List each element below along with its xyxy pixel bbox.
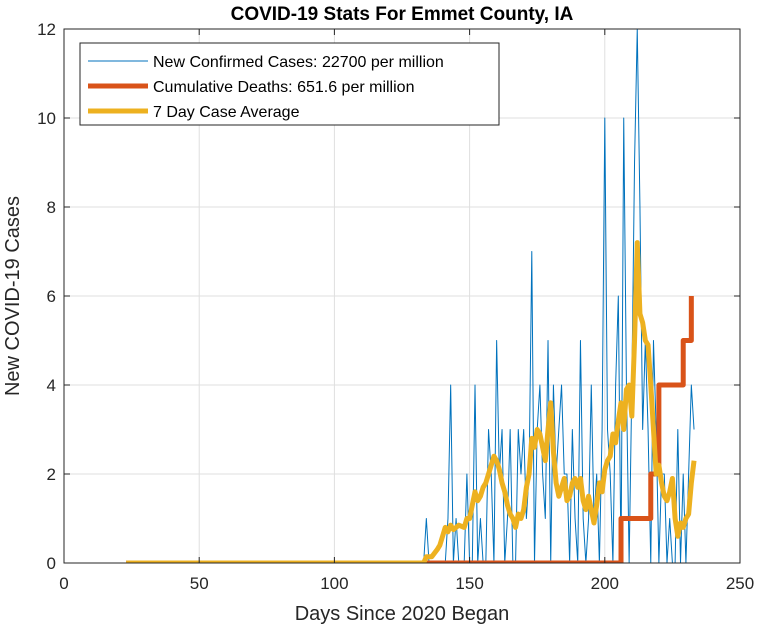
- legend-label-cumulative-deaths: Cumulative Deaths: 651.6 per million: [153, 79, 414, 96]
- y-tick-label-1: 2: [47, 465, 56, 484]
- y-tick-label-6: 12: [37, 20, 56, 39]
- y-tick-label-4: 8: [47, 198, 56, 217]
- y-tick-label-2: 4: [47, 376, 56, 395]
- series-line-0: [126, 29, 695, 563]
- legend-box: [79, 42, 500, 126]
- x-tick-label-5: 250: [726, 574, 754, 593]
- legend: New Confirmed Cases: 22700 per million C…: [79, 42, 500, 126]
- x-tick-label-0: 0: [59, 574, 68, 593]
- series-layer: [126, 29, 697, 563]
- y-tick-label-5: 10: [37, 109, 56, 128]
- y-tick-label-0: 0: [47, 554, 56, 573]
- x-tick-label-1: 50: [190, 574, 209, 593]
- chart-title: COVID-19 Stats For Emmet County, IA: [231, 4, 574, 25]
- x-tick-label-4: 200: [591, 574, 619, 593]
- legend-label-7-day-average: 7 Day Case Average: [153, 104, 300, 121]
- legend-label-new-cases: New Confirmed Cases: 22700 per million: [153, 54, 444, 71]
- series-line-2: [126, 240, 697, 563]
- y-tick-label-3: 6: [47, 287, 56, 306]
- x-tick-label-2: 100: [320, 574, 348, 593]
- x-axis-label: Days Since 2020 Began: [295, 603, 510, 625]
- axis-ticks: 0 50 100 150 200 250 0 2 4 6 8 10 12: [37, 20, 754, 593]
- y-axis-label: New COVID-19 Cases: [2, 196, 24, 396]
- x-tick-label-3: 150: [455, 574, 483, 593]
